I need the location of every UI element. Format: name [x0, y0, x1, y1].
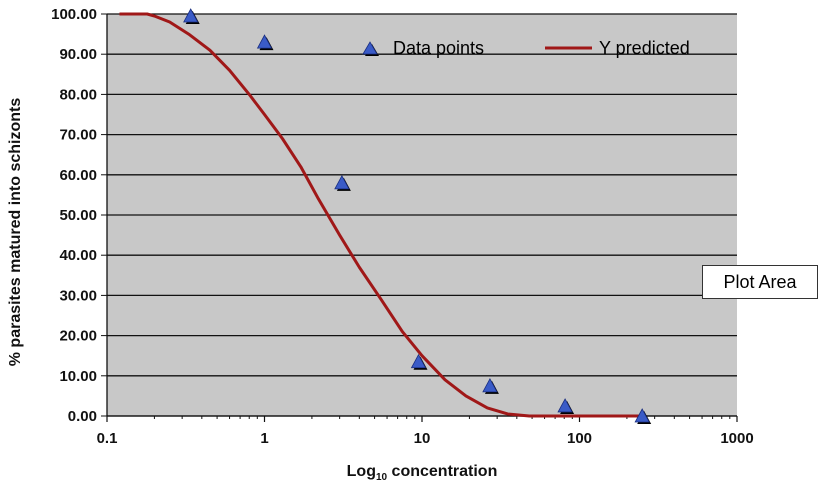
legend: Data points Y predicted [362, 38, 690, 58]
series-line-y-predicted [119, 12, 643, 418]
y-tick-label: 30.00 [59, 287, 97, 304]
series-data-points [183, 8, 652, 424]
y-tick-label: 100.00 [51, 6, 97, 23]
x-tick-label: 100 [567, 430, 592, 447]
data-point[interactable] [482, 378, 498, 393]
y-tick-label: 20.00 [59, 328, 97, 345]
plot-area-tooltip: Plot Area [702, 265, 818, 299]
y-tick-label: 10.00 [59, 368, 97, 385]
legend-marker-data-points [362, 41, 378, 55]
x-axis-title: Log10 concentration [347, 463, 498, 483]
x-tick-label: 1 [260, 430, 268, 447]
x-tick-label: 0.1 [97, 430, 118, 447]
legend-label-data-points: Data points [393, 38, 484, 58]
x-tick-label: 10 [414, 430, 431, 447]
x-tick-label: 1000 [720, 430, 753, 447]
x-axis-ticks: 0.1 1 10 100 1000 [97, 416, 754, 447]
data-point[interactable] [256, 34, 273, 49]
data-point[interactable] [557, 398, 573, 413]
data-point[interactable] [334, 174, 350, 190]
data-point[interactable] [410, 353, 427, 369]
y-tick-label: 60.00 [59, 167, 97, 184]
y-tick-label: 0.00 [68, 408, 97, 425]
y-tick-label: 80.00 [59, 86, 97, 103]
y-predicted-line [119, 12, 643, 418]
data-point[interactable] [183, 8, 199, 23]
y-tick-label: 50.00 [59, 207, 97, 224]
legend-label-y-predicted: Y predicted [599, 38, 690, 58]
y-axis-ticks: 0.00 10.00 20.00 30.00 40.00 50.00 60.00 70.00 8… [51, 6, 107, 425]
y-tick-label: 40.00 [59, 247, 97, 264]
y-tick-label: 70.00 [59, 127, 97, 144]
y-tick-label: 90.00 [59, 46, 97, 63]
gridlines [106, 13, 737, 417]
data-point[interactable] [634, 408, 650, 423]
y-axis-title: % parasites matured into schizonts [7, 98, 24, 367]
